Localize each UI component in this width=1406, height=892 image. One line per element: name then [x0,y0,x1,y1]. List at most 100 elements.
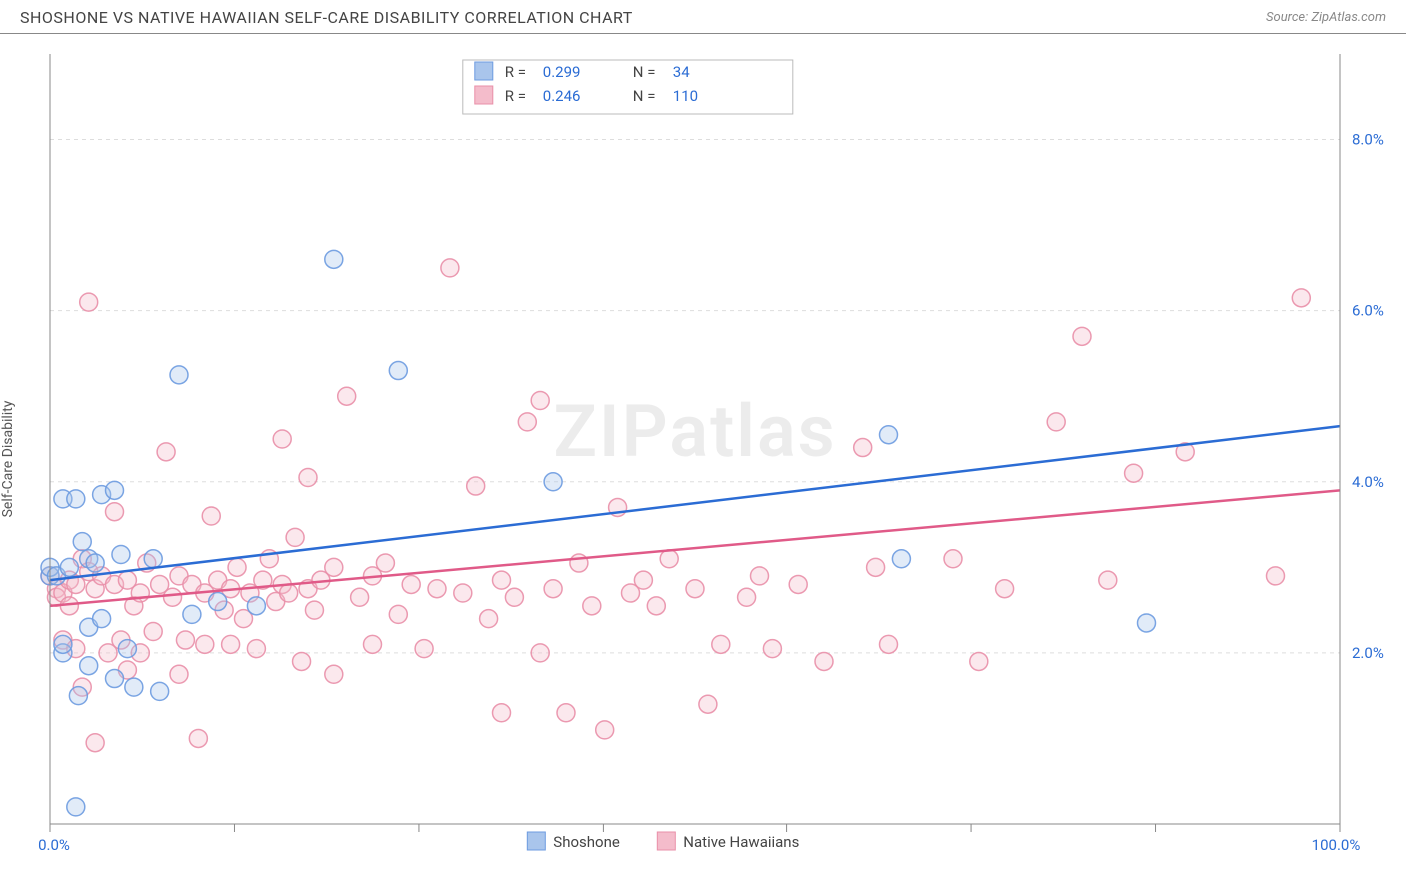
data-point [880,635,898,653]
data-point [454,584,472,602]
legend-r-label: R = [505,63,526,81]
scatter-chart: ZIPatlas 0.0% 100.0% 2.0% 4.0% 6.0% 8.0% R = 0.2… [0,34,1406,884]
data-point [338,387,356,405]
data-point [325,665,343,683]
data-point [428,580,446,598]
y-tick-label: 8.0% [1352,131,1384,149]
data-point [305,601,323,619]
data-point [280,584,298,602]
data-point [67,798,85,816]
data-point [686,580,704,598]
data-point [402,575,420,593]
legend-swatch [475,86,493,104]
data-point [1292,289,1310,307]
x-tick-label: 0.0% [38,836,70,854]
data-point [273,430,291,448]
data-point [634,571,652,589]
data-point [944,550,962,568]
legend-swatch [657,832,675,850]
data-point [789,575,807,593]
data-point [67,490,85,508]
data-point [880,426,898,444]
data-point [80,657,98,675]
data-point [505,588,523,606]
data-point [544,580,562,598]
data-point [202,507,220,525]
y-tick-label: 6.0% [1352,302,1384,320]
data-point [73,533,91,551]
data-point [247,640,265,658]
legend-swatch [527,832,545,850]
data-point [1073,327,1091,345]
source-attribution: Source: ZipAtlas.com [1266,10,1386,25]
data-point [557,704,575,722]
data-point [544,473,562,491]
data-point [209,593,227,611]
y-tick-label: 4.0% [1352,473,1384,491]
data-point [376,554,394,572]
data-point [157,443,175,461]
data-point [176,631,194,649]
data-point [996,580,1014,598]
data-point [1138,614,1156,632]
data-point [763,640,781,658]
data-point [389,605,407,623]
data-point [518,413,536,431]
legend-n-value: 110 [673,87,698,105]
data-point [106,481,124,499]
source-name: ZipAtlas.com [1311,10,1386,25]
data-point [325,558,343,576]
data-point [93,610,111,628]
data-point [467,477,485,495]
data-point [69,687,87,705]
chart-title: SHOSHONE VS NATIVE HAWAIIAN SELF-CARE DI… [20,8,633,27]
data-point [531,392,549,410]
data-point [86,734,104,752]
data-point [660,550,678,568]
data-point [493,704,511,722]
data-point [351,588,369,606]
chart-header: SHOSHONE VS NATIVE HAWAIIAN SELF-CARE DI… [0,0,1406,34]
y-tick-label: 2.0% [1352,644,1384,662]
watermark-text: ZIPatlas [553,389,836,474]
data-point [299,469,317,487]
data-point [415,640,433,658]
data-point [480,610,498,628]
data-point [106,503,124,521]
data-point [144,550,162,568]
data-point [293,652,311,670]
legend-series-name: Shoshone [553,833,620,851]
data-point [854,439,872,457]
data-point [189,729,207,747]
source-prefix: Source: [1266,10,1311,25]
data-point [1047,413,1065,431]
data-point [493,571,511,589]
data-point [647,597,665,615]
data-point [596,721,614,739]
x-tick-label: 100.0% [1312,836,1361,854]
legend-r-value: 0.299 [543,63,581,81]
data-point [222,635,240,653]
data-point [286,528,304,546]
data-point [228,558,246,576]
legend-n-label: N = [633,63,656,81]
data-point [867,558,885,576]
legend-series-name: Native Hawaiians [683,833,799,851]
data-point [170,366,188,384]
data-point [738,588,756,606]
data-point [441,259,459,277]
data-point [325,250,343,268]
data-point [54,635,72,653]
data-point [164,588,182,606]
data-point [170,665,188,683]
data-point [531,644,549,662]
data-point [118,640,136,658]
data-point [196,635,214,653]
data-point [712,635,730,653]
data-point [699,695,717,713]
data-point [892,550,910,568]
data-point [970,652,988,670]
data-point [60,558,78,576]
data-point [364,635,382,653]
data-point [1267,567,1285,585]
